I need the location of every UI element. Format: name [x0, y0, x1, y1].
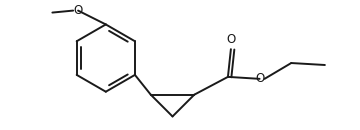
Text: O: O — [73, 4, 83, 17]
Text: O: O — [226, 33, 235, 46]
Text: O: O — [255, 72, 264, 85]
